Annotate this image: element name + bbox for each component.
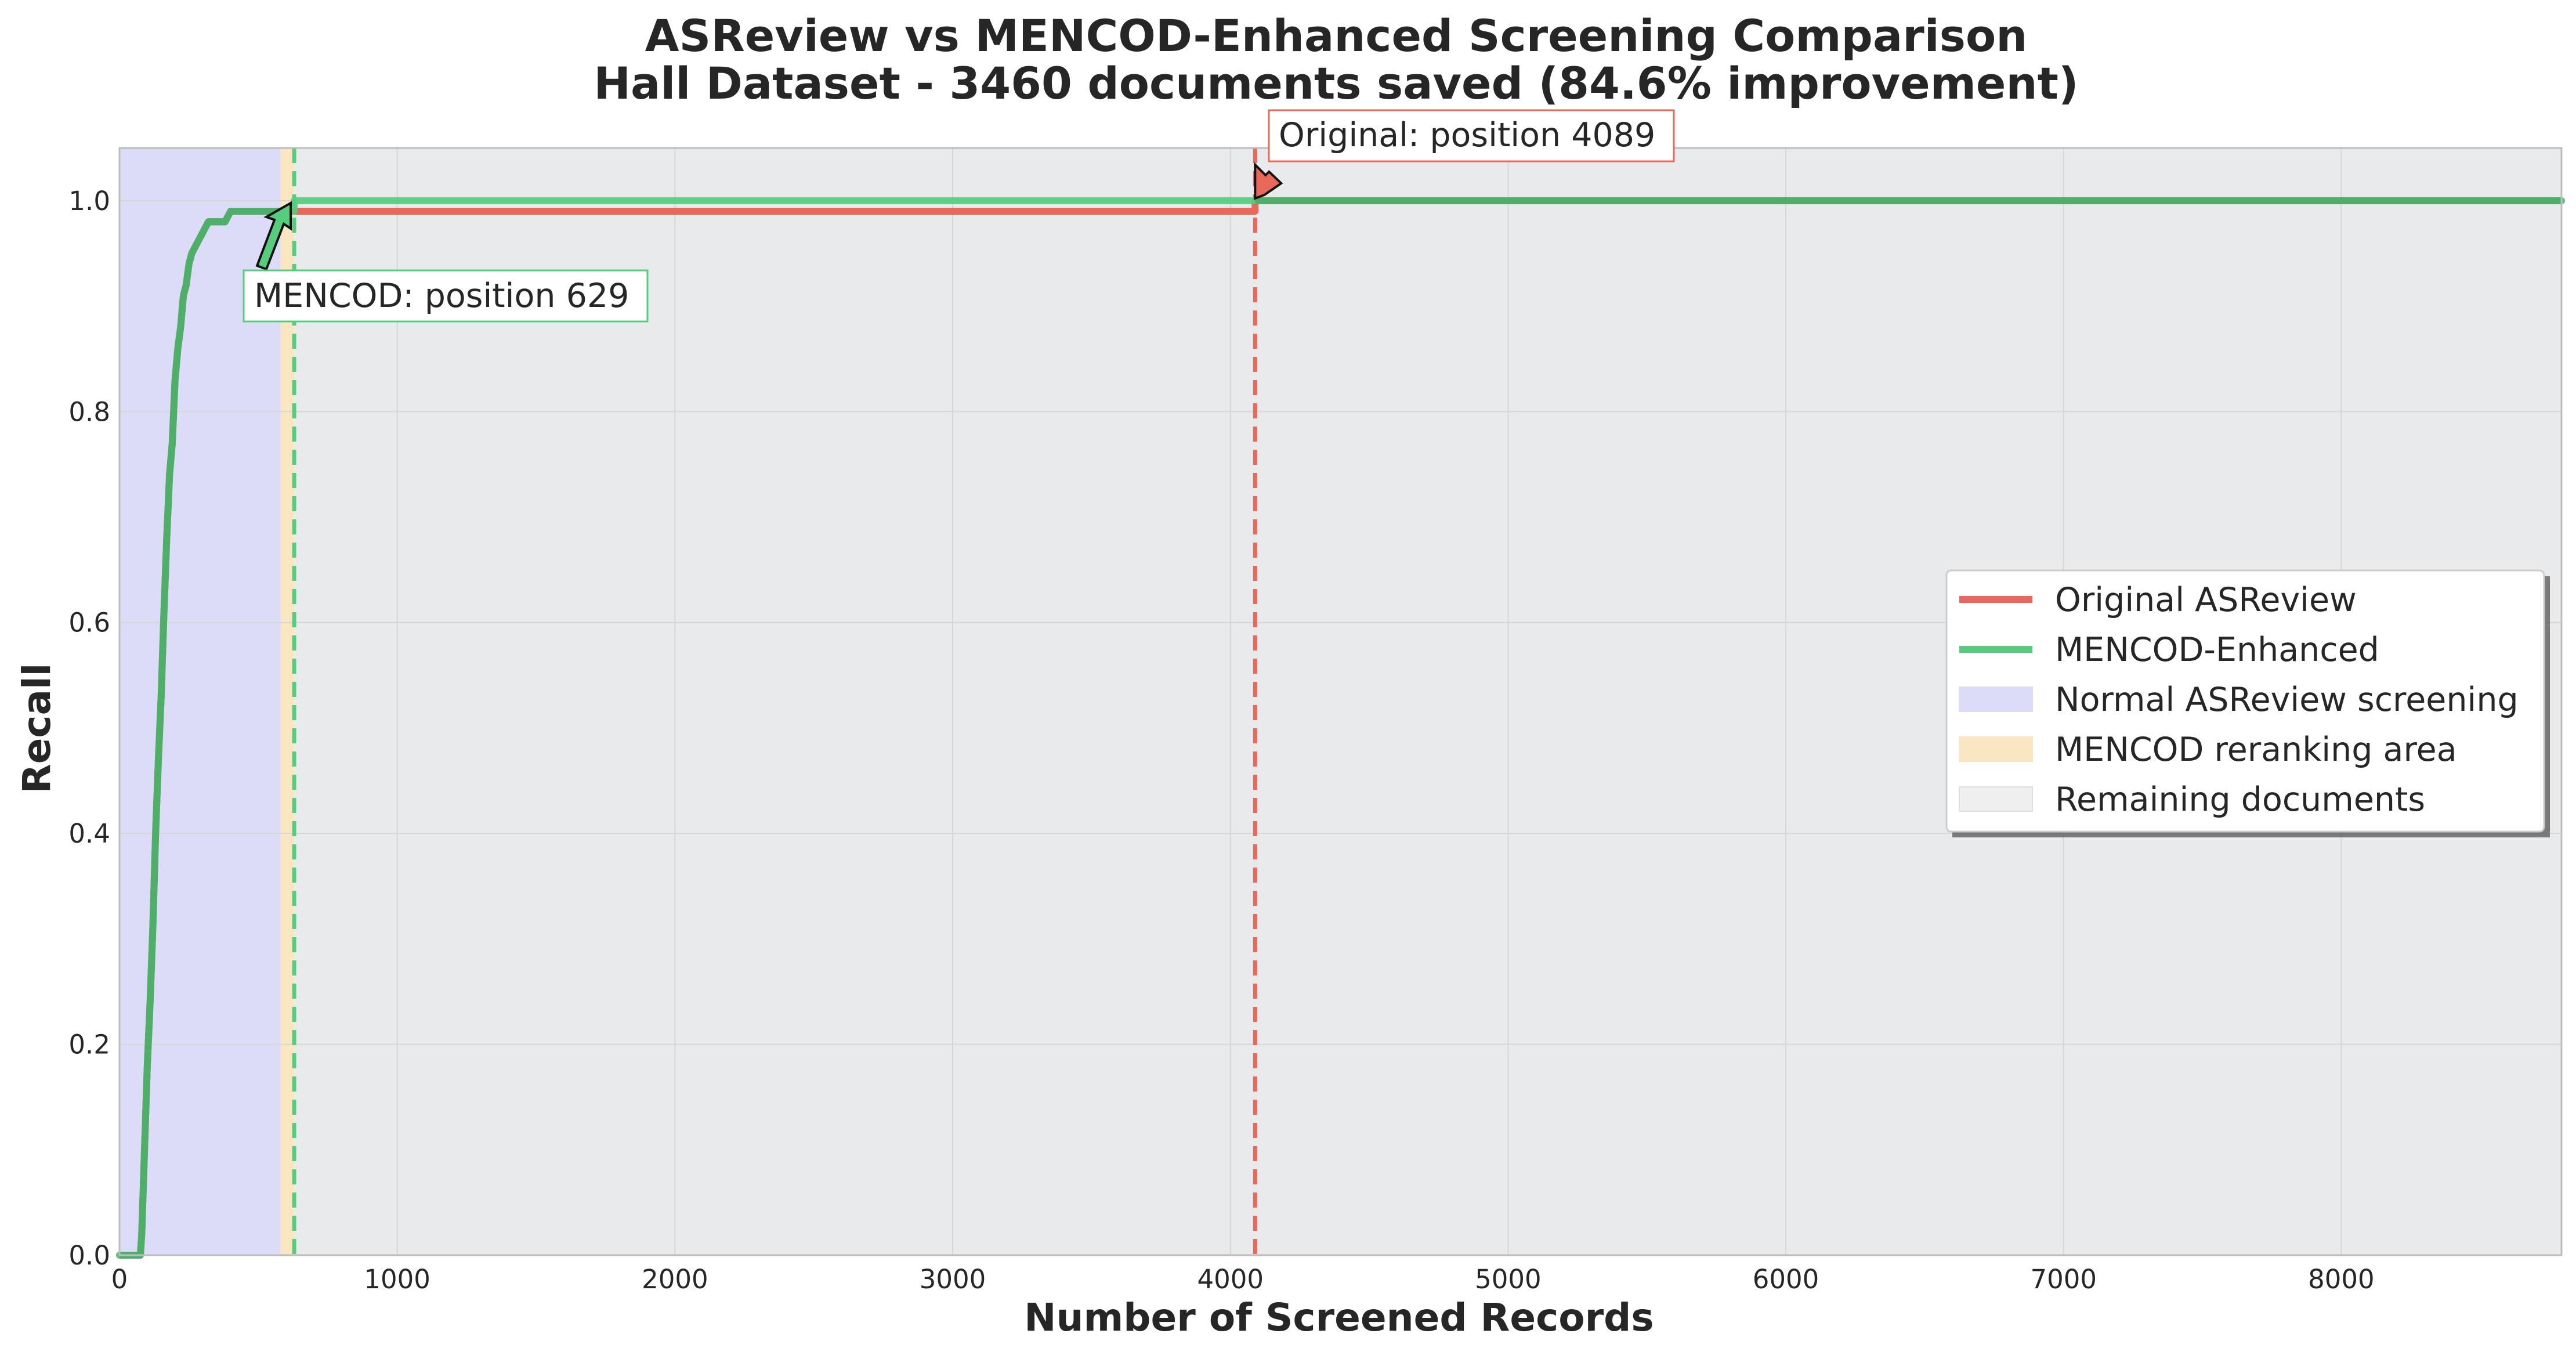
- original-annotation-box: [1268, 109, 1675, 162]
- chart-title-line2: Hall Dataset - 3460 documents saved (84.…: [594, 57, 2078, 109]
- x-tick-label: 3000: [920, 1264, 986, 1295]
- y-tick-label: 0.4: [68, 818, 110, 849]
- chart-title-line1: ASReview vs MENCOD-Enhanced Screening Co…: [645, 10, 2028, 62]
- region-mencod-reranking-area: [280, 148, 295, 1255]
- series-overlap-curve: [120, 208, 281, 1259]
- mencod-annotation-box: [243, 269, 649, 323]
- legend-item-label: Original ASReview: [2055, 581, 2357, 619]
- y-axis-label: Recall: [15, 663, 59, 794]
- original-annotation-arrow: [1254, 162, 1283, 200]
- legend-swatch-patch: [1959, 686, 2033, 712]
- legend-item-label: Normal ASReview screening: [2055, 681, 2519, 719]
- x-tick-label: 5000: [1475, 1264, 1542, 1295]
- y-tick-label: 0.0: [68, 1240, 110, 1271]
- x-tick-label: 0: [111, 1264, 128, 1295]
- legend-item-label: MENCOD reranking area: [2055, 731, 2457, 769]
- legend: Original ASReview MENCOD-Enhanced Normal A…: [1945, 569, 2550, 837]
- y-tick-label: 0.2: [68, 1029, 110, 1060]
- x-tick-label: 2000: [642, 1264, 708, 1295]
- legend-box: [1945, 569, 2545, 833]
- x-tick-label: 1000: [364, 1264, 430, 1295]
- mencod-annotation-label: MENCOD: position 629: [254, 277, 629, 315]
- original-annotation-label: Original: position 4089: [1279, 116, 1655, 154]
- y-tick-label: 0.8: [68, 396, 110, 427]
- legend-swatch-patch: [1959, 736, 2033, 762]
- legend-item-label: MENCOD-Enhanced: [2055, 631, 2379, 669]
- legend-item-label: Remaining documents: [2055, 781, 2425, 819]
- x-tick-label: 6000: [1753, 1264, 1819, 1295]
- x-axis-label: Number of Screened Records: [1024, 1295, 1654, 1340]
- mencod-annotation-arrow: [255, 201, 292, 271]
- x-tick-label: 8000: [2308, 1264, 2375, 1295]
- legend-swatch-patch: [1959, 786, 2033, 812]
- y-tick-label: 0.6: [68, 608, 110, 638]
- x-tick-label: 7000: [2030, 1264, 2097, 1295]
- x-tick-label: 4000: [1197, 1264, 1264, 1295]
- y-tick-label: 1.0: [68, 186, 110, 216]
